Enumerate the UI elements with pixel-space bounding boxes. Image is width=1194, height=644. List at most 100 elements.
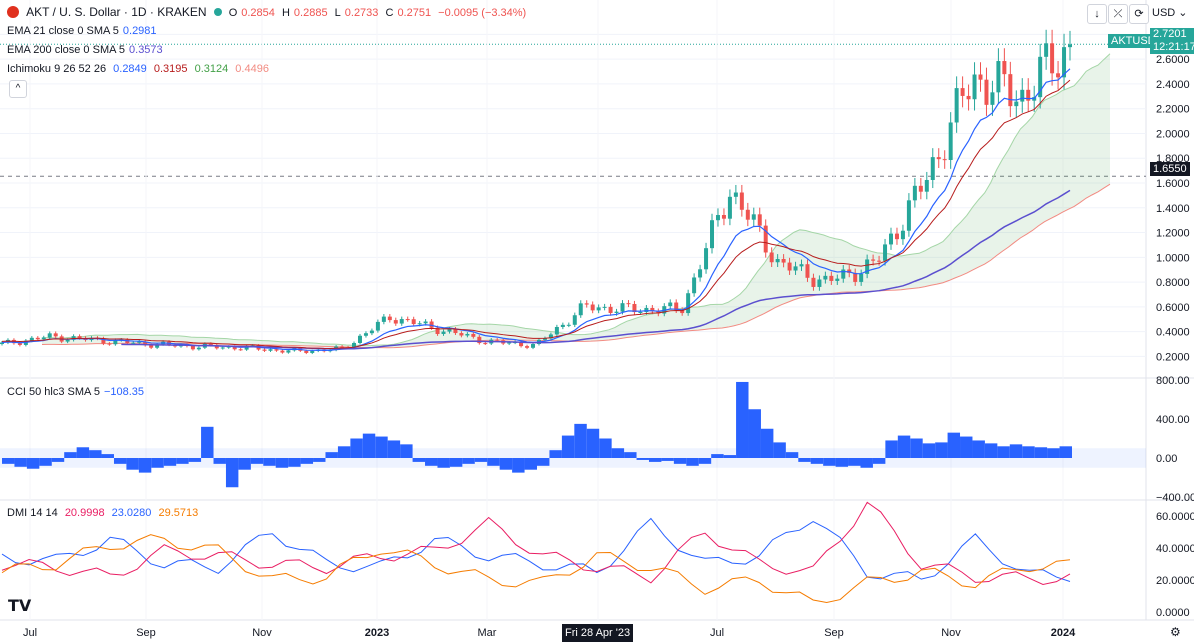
- cci-bar: [698, 458, 712, 464]
- price-tick-label: 2.0000: [1156, 128, 1190, 140]
- arrow-down-icon: ↓: [1094, 8, 1100, 20]
- candle-body: [745, 209, 750, 220]
- cci-bar: [860, 458, 873, 468]
- candle-body: [495, 339, 500, 341]
- candle-body: [829, 275, 834, 281]
- market-status-icon: [213, 8, 222, 16]
- tradingview-logo[interactable]: TV: [8, 596, 32, 615]
- cci-bar: [947, 432, 961, 458]
- candle-body: [71, 336, 76, 340]
- candle-body: [542, 338, 547, 340]
- candle-body: [990, 92, 995, 105]
- ohlc-change: −0.0095 (−3.34%): [438, 7, 527, 19]
- currency-selector[interactable]: USD ⌄: [1152, 6, 1188, 19]
- cci-bar: [524, 458, 537, 470]
- cci-bar: [574, 423, 587, 458]
- settings-gear-icon[interactable]: ⚙: [1170, 625, 1181, 639]
- candle-body: [399, 319, 404, 324]
- cci-bar: [748, 409, 761, 458]
- currency-label: USD: [1152, 7, 1176, 19]
- cci-bar: [213, 458, 226, 464]
- candle-body: [805, 264, 810, 278]
- candle-body: [357, 335, 362, 343]
- cci-bar: [972, 440, 985, 458]
- candle-body: [572, 315, 577, 325]
- collapse-legend-button[interactable]: ^: [9, 80, 27, 98]
- chevron-up-icon: ^: [15, 83, 21, 94]
- cci-bar: [138, 458, 152, 473]
- candle-body: [107, 343, 112, 345]
- candle-body: [155, 344, 160, 348]
- candle-body: [525, 346, 530, 348]
- candle-body: [710, 220, 715, 249]
- cci-bar: [611, 448, 625, 458]
- candle-body: [1020, 89, 1025, 102]
- cci-bar: [537, 458, 550, 466]
- cci-bar: [400, 444, 413, 458]
- ema21-legend[interactable]: EMA 21 close 0 SMA 5 0.2981: [7, 25, 161, 37]
- ohlc-close-label: C: [385, 7, 394, 19]
- akt-logo-icon: [7, 6, 19, 18]
- dmi-minus-value: 23.0280: [111, 507, 152, 519]
- cci-bar: [412, 458, 426, 462]
- candle-body: [638, 312, 643, 314]
- candle-body: [304, 350, 309, 353]
- cci-bar: [188, 458, 202, 462]
- fullscreen-button[interactable]: ⤫: [1108, 4, 1128, 24]
- snapshot-button[interactable]: ⟳: [1129, 4, 1149, 24]
- cci-bar: [126, 458, 139, 470]
- ema200-legend[interactable]: EMA 200 close 0 SMA 5 0.3573: [7, 44, 167, 56]
- candle-body: [262, 349, 267, 351]
- time-tick-label: Sep: [824, 627, 844, 639]
- candle-body: [674, 302, 679, 311]
- candle-body: [692, 277, 697, 294]
- cci-bar: [636, 458, 649, 460]
- cci-bar: [885, 440, 898, 458]
- candle-body: [859, 273, 864, 282]
- candle-body: [871, 259, 876, 261]
- candle-body: [650, 307, 655, 312]
- cci-bar: [723, 455, 737, 458]
- ichimoku-base-line: [1, 79, 1071, 349]
- candle-body: [143, 341, 148, 346]
- time-tick-label: Mar: [478, 627, 497, 639]
- cci-bar: [736, 381, 749, 458]
- candle-body: [196, 347, 201, 350]
- candle-body: [238, 349, 243, 351]
- candle-body: [900, 230, 905, 240]
- symbol-header: AKT / U. S. Dollar · 1D · KRAKEN O 0.2854…: [7, 5, 530, 19]
- cci-bar: [624, 452, 637, 458]
- cci-bar: [26, 458, 40, 469]
- cci-bar: [848, 458, 861, 466]
- candle-body: [483, 343, 488, 345]
- download-button[interactable]: ↓: [1087, 4, 1107, 24]
- cci-bar: [897, 435, 911, 458]
- price-tick-label: 2.6000: [1156, 54, 1190, 66]
- cci-bar: [375, 436, 388, 458]
- candle-body: [686, 293, 691, 314]
- ema21-value: 0.2981: [122, 25, 157, 37]
- crosshair-date-tag: Fri 28 Apr '23: [562, 624, 634, 642]
- candle-body: [721, 215, 726, 219]
- candle-body: [751, 214, 756, 220]
- candle-body: [387, 316, 392, 321]
- cci-bar: [499, 458, 513, 470]
- time-tick-label: Nov: [941, 627, 961, 639]
- ichimoku-legend[interactable]: Ichimoku 9 26 52 26 0.2849 0.3195 0.3124…: [7, 63, 273, 75]
- price-tick-label: 0.4000: [1156, 327, 1190, 339]
- cci-bar: [449, 458, 463, 467]
- dmi-legend[interactable]: DMI 14 14 20.9998 23.0280 29.5713: [7, 507, 202, 519]
- cci-bar: [798, 458, 811, 462]
- symbol-title[interactable]: AKT / U. S. Dollar · 1D · KRAKEN: [26, 5, 207, 19]
- cci-bar: [922, 443, 936, 458]
- dmi-label: DMI 14 14: [7, 507, 58, 519]
- last-price: 2.7201: [1153, 28, 1187, 40]
- candle-body: [817, 279, 822, 287]
- price-tick-label: 0.6000: [1156, 302, 1190, 314]
- cci-bar: [387, 440, 401, 458]
- cci-legend[interactable]: CCI 50 hlc3 SMA 5 −108.35: [7, 386, 148, 398]
- cci-bar: [101, 454, 114, 458]
- candle-body: [578, 303, 583, 316]
- ema200-value: 0.3573: [129, 44, 163, 56]
